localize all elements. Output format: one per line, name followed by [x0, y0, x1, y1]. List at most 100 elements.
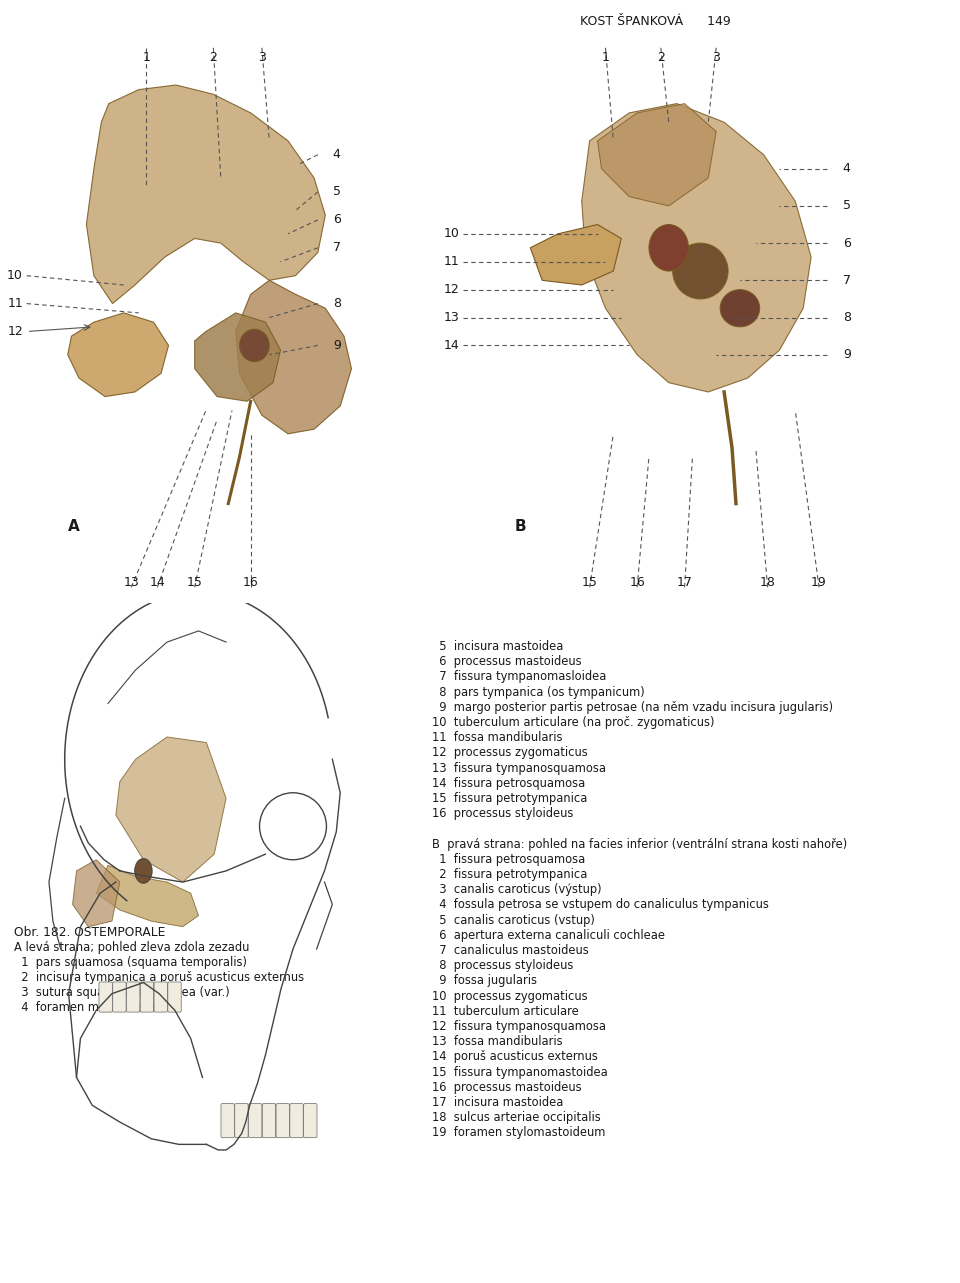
Text: 10  processus zygomaticus: 10 processus zygomaticus — [432, 989, 588, 1002]
Text: 10: 10 — [444, 227, 459, 240]
Polygon shape — [582, 104, 811, 393]
Text: 13  fissura tympanosquamosa: 13 fissura tympanosquamosa — [432, 762, 606, 775]
Text: 16  processus mastoideus: 16 processus mastoideus — [432, 1080, 582, 1094]
Text: 18: 18 — [759, 576, 776, 589]
Text: 9: 9 — [333, 339, 341, 352]
FancyBboxPatch shape — [235, 1103, 248, 1138]
Polygon shape — [86, 85, 325, 304]
Text: 11  tuberculum articulare: 11 tuberculum articulare — [432, 1005, 579, 1017]
Ellipse shape — [720, 290, 759, 327]
Text: 14  fissura petrosquamosa: 14 fissura petrosquamosa — [432, 776, 586, 790]
Text: 2  incisura tympanica a poruš acusticus externus: 2 incisura tympanica a poruš acusticus e… — [14, 971, 304, 984]
Text: 6: 6 — [843, 236, 851, 250]
Text: 16: 16 — [629, 576, 645, 589]
Text: 12  processus zygomaticus: 12 processus zygomaticus — [432, 747, 588, 760]
Polygon shape — [195, 313, 280, 402]
Text: 1  pars squamosa (squama temporalis): 1 pars squamosa (squama temporalis) — [14, 956, 247, 969]
Text: 9  fossa jugularis: 9 fossa jugularis — [432, 974, 537, 988]
Text: 4: 4 — [843, 162, 851, 176]
Polygon shape — [116, 736, 227, 883]
Text: 5: 5 — [333, 186, 341, 199]
Text: 2: 2 — [657, 50, 664, 64]
FancyBboxPatch shape — [276, 1103, 290, 1138]
Text: 17  incisura mastoidea: 17 incisura mastoidea — [432, 1096, 564, 1109]
Text: 8  processus styloideus: 8 processus styloideus — [432, 960, 573, 973]
Text: 5: 5 — [843, 199, 851, 213]
Text: 16: 16 — [243, 576, 258, 589]
Text: 2  fissura petrotympanica: 2 fissura petrotympanica — [432, 869, 588, 881]
Text: 7  fissura tympanomasloidea: 7 fissura tympanomasloidea — [432, 671, 607, 684]
Text: 3  canalis caroticus (výstup): 3 canalis caroticus (výstup) — [432, 883, 602, 897]
Text: 17: 17 — [677, 576, 692, 589]
Text: 11: 11 — [444, 255, 459, 268]
Text: 18  sulcus arteriae occipitalis: 18 sulcus arteriae occipitalis — [432, 1111, 601, 1124]
Text: 12: 12 — [7, 325, 23, 337]
Ellipse shape — [239, 330, 270, 362]
Text: 3  sutura squamosomastoidea (var.): 3 sutura squamosomastoidea (var.) — [14, 987, 229, 999]
FancyBboxPatch shape — [303, 1103, 317, 1138]
Text: 6  apertura externa canaliculi cochleae: 6 apertura externa canaliculi cochleae — [432, 929, 665, 942]
Text: 12  fissura tympanosquamosa: 12 fissura tympanosquamosa — [432, 1020, 606, 1033]
Text: 10: 10 — [7, 269, 23, 282]
Circle shape — [649, 225, 688, 271]
Ellipse shape — [673, 244, 728, 299]
FancyBboxPatch shape — [249, 1103, 262, 1138]
Text: 7: 7 — [843, 273, 851, 287]
FancyBboxPatch shape — [290, 1103, 303, 1138]
Text: 5  canalis caroticus (vstup): 5 canalis caroticus (vstup) — [432, 913, 595, 926]
Text: 4: 4 — [333, 149, 341, 162]
Text: 19  foramen stylomastoideum: 19 foramen stylomastoideum — [432, 1126, 606, 1139]
Text: 8  pars tympanica (os tympanicum): 8 pars tympanica (os tympanicum) — [432, 685, 645, 699]
Text: 4  fossula petrosa se vstupem do canaliculus tympanicus: 4 fossula petrosa se vstupem do canalicu… — [432, 898, 769, 911]
Text: 8: 8 — [333, 298, 341, 310]
Polygon shape — [68, 313, 169, 396]
Text: 3: 3 — [258, 50, 266, 64]
Text: 15: 15 — [582, 576, 597, 589]
FancyBboxPatch shape — [99, 981, 112, 1012]
FancyBboxPatch shape — [127, 981, 140, 1012]
FancyBboxPatch shape — [112, 981, 126, 1012]
Text: 6: 6 — [333, 213, 341, 226]
Text: Obr. 182. OSTEMPORALE: Obr. 182. OSTEMPORALE — [14, 926, 165, 939]
Text: B: B — [515, 520, 526, 535]
Text: A levá strana; pohled zleva zdola zezadu: A levá strana; pohled zleva zdola zezadu — [14, 940, 250, 955]
Polygon shape — [597, 104, 716, 205]
Text: 11  fossa mandibularis: 11 fossa mandibularis — [432, 731, 563, 744]
Text: 19: 19 — [811, 576, 827, 589]
Text: 9  margo posterior partis petrosae (na něm vzadu incisura jugularis): 9 margo posterior partis petrosae (na ně… — [432, 701, 833, 713]
Text: 4  foramen mastoideum: 4 foramen mastoideum — [14, 1001, 159, 1014]
Text: 15  fissura petrotympanica: 15 fissura petrotympanica — [432, 792, 588, 804]
Polygon shape — [530, 225, 621, 285]
Text: KOST ŠPANKOVÁ      149: KOST ŠPANKOVÁ 149 — [580, 15, 731, 28]
Polygon shape — [73, 860, 120, 926]
FancyBboxPatch shape — [154, 981, 167, 1012]
FancyBboxPatch shape — [140, 981, 154, 1012]
Text: 12: 12 — [444, 284, 459, 296]
Text: 7: 7 — [333, 241, 341, 254]
Polygon shape — [236, 281, 351, 434]
FancyBboxPatch shape — [262, 1103, 276, 1138]
FancyBboxPatch shape — [221, 1103, 234, 1138]
Text: 15  fissura tympanomastoidea: 15 fissura tympanomastoidea — [432, 1066, 608, 1079]
Ellipse shape — [259, 793, 326, 860]
Text: 10  tuberculum articulare (na proč. zygomaticus): 10 tuberculum articulare (na proč. zygom… — [432, 716, 714, 729]
Text: 6  processus mastoideus: 6 processus mastoideus — [432, 656, 582, 668]
FancyBboxPatch shape — [168, 981, 181, 1012]
Text: 14: 14 — [444, 339, 459, 352]
Circle shape — [134, 858, 152, 883]
Polygon shape — [96, 865, 199, 926]
Text: 2: 2 — [209, 50, 217, 64]
Text: 13: 13 — [123, 576, 139, 589]
Text: 13: 13 — [444, 310, 459, 325]
Text: 14  poruš acusticus externus: 14 poruš acusticus externus — [432, 1051, 598, 1064]
Text: A: A — [68, 520, 80, 535]
Text: 1  fissura petrosquamosa: 1 fissura petrosquamosa — [432, 853, 586, 866]
Text: 15: 15 — [187, 576, 203, 589]
Text: 1: 1 — [602, 50, 610, 64]
Text: 1: 1 — [142, 50, 150, 64]
Text: 14: 14 — [150, 576, 165, 589]
Text: 8: 8 — [843, 310, 851, 325]
Text: B  pravá strana: pohled na facies inferior (ventrální strana kosti nahoře): B pravá strana: pohled na facies inferio… — [432, 838, 848, 851]
Text: 11: 11 — [7, 298, 23, 310]
Text: 16  processus styloideus: 16 processus styloideus — [432, 807, 573, 820]
